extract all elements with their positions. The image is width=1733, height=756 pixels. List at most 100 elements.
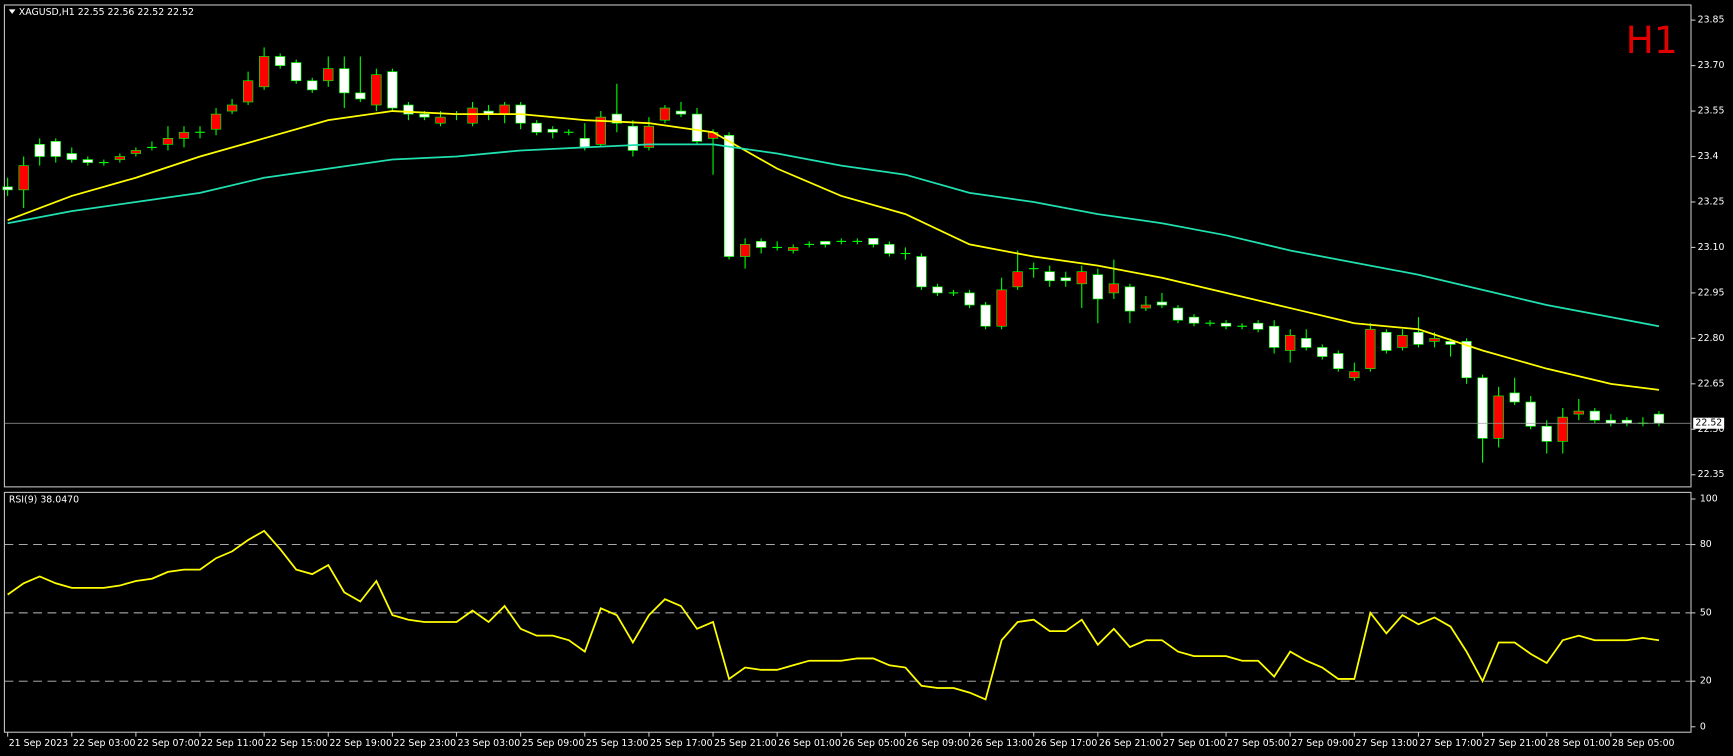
candle-body (755, 241, 767, 248)
rsi-title: RSI(9) 38.0470 (9, 495, 79, 506)
candle-body (1445, 341, 1456, 345)
candle-body (1557, 416, 1568, 442)
candle-body (1349, 371, 1360, 379)
x-tick-label: 28 Sep 01:00 (1548, 738, 1611, 749)
rsi-line (7, 529, 1660, 701)
candle-body (916, 256, 927, 288)
x-tick-label: 26 Sep 17:00 (1035, 738, 1098, 749)
x-tick-label: 22 Sep 07:00 (137, 738, 200, 749)
moving-average (7, 143, 1660, 328)
candle-body (1509, 392, 1520, 403)
x-tick-label: 26 Sep 21:00 (1099, 738, 1162, 749)
y-tick-label: 22.50 (1698, 424, 1725, 435)
candle-body (210, 113, 222, 130)
x-tick-label: 22 Sep 23:00 (394, 738, 457, 749)
candle-body (1605, 419, 1616, 424)
candle-body (1140, 304, 1152, 309)
x-tick-label: 27 Sep 01:00 (1163, 738, 1226, 749)
candle-body (1317, 347, 1328, 357)
candle-body (691, 113, 703, 142)
y-tick-label: 22.65 (1698, 378, 1725, 389)
x-tick-label: 25 Sep 09:00 (522, 738, 585, 749)
candle-body (595, 116, 606, 145)
candle-body (547, 128, 558, 133)
x-tick-label: 27 Sep 17:00 (1420, 738, 1483, 749)
candle-body (130, 150, 142, 154)
candle-body (1621, 419, 1633, 424)
candle-body (723, 134, 735, 257)
candle-body (403, 104, 414, 115)
y-tick-label: 23.4 (1698, 151, 1719, 162)
candle-body (1172, 307, 1184, 321)
candle-body (242, 80, 254, 103)
y-tick-label: 0 (1700, 721, 1706, 732)
candle-body (162, 138, 174, 145)
candle-body (467, 107, 478, 124)
candle-body (1220, 322, 1232, 327)
candle-body (339, 68, 350, 94)
candle-body (275, 56, 286, 66)
candle-body (1541, 425, 1552, 442)
x-tick-label: 27 Sep 13:00 (1355, 738, 1418, 749)
candle-body (1188, 316, 1200, 324)
candle-body (868, 238, 879, 245)
x-tick-label: 22 Sep 03:00 (73, 738, 136, 749)
last-price-label: 22.52 (1695, 418, 1722, 429)
x-tick-label: 25 Sep 13:00 (586, 738, 649, 749)
candle-body (579, 138, 590, 148)
timeframe-label: H1 (1626, 18, 1678, 62)
x-tick-label: 27 Sep 05:00 (1227, 738, 1290, 749)
candle-body (739, 244, 751, 257)
candle-body (1493, 395, 1504, 439)
candle-body (2, 186, 13, 191)
candle-body (1381, 331, 1392, 351)
x-tick-label: 25 Sep 17:00 (650, 738, 713, 749)
y-tick-label: 22.95 (1698, 287, 1725, 298)
candle-body (1108, 283, 1119, 294)
y-tick-label: 80 (1700, 539, 1712, 550)
candle-body (1397, 334, 1408, 348)
candle-body (675, 110, 687, 115)
y-tick-label: 100 (1700, 493, 1718, 504)
candle-body (1653, 413, 1665, 424)
candle-body (1124, 286, 1136, 312)
candle-body (226, 104, 238, 112)
candle-body (1573, 410, 1584, 415)
candle-body (1429, 338, 1440, 342)
candle-body (932, 286, 943, 294)
x-tick-label: 26 Sep 01:00 (778, 738, 841, 749)
rsi-pane (3, 491, 1692, 733)
candle-body (1044, 271, 1055, 282)
candle-body (643, 125, 655, 148)
candle-body (820, 241, 831, 245)
x-tick-label: 28 Sep 05:00 (1612, 738, 1675, 749)
candle-body (50, 141, 61, 157)
candle-body (82, 159, 93, 163)
candle-body (611, 113, 622, 124)
x-tick-label: 26 Sep 09:00 (907, 738, 970, 749)
candle-body (307, 80, 318, 91)
y-tick-label: 23.55 (1698, 106, 1725, 117)
y-tick-label: 23.85 (1698, 15, 1725, 26)
x-tick-label: 23 Sep 03:00 (458, 738, 521, 749)
candle-body (1477, 377, 1488, 439)
candle-body (1461, 341, 1472, 379)
candle-body (114, 156, 125, 160)
candle-body (788, 247, 799, 251)
x-tick-label: 27 Sep 09:00 (1291, 738, 1354, 749)
x-tick-label: 22 Sep 15:00 (265, 738, 328, 749)
candle-body (178, 131, 190, 139)
chart-title: XAGUSD,H1 22.55 22.56 22.52 22.52 (19, 7, 194, 18)
candle-body (291, 62, 302, 82)
candle-body (1060, 277, 1071, 282)
x-tick-label: 22 Sep 11:00 (201, 738, 264, 749)
candle-body (259, 56, 270, 88)
candle-body (980, 304, 991, 327)
candle-body (1012, 271, 1023, 288)
candle-body (387, 71, 398, 109)
candle-body (18, 165, 29, 191)
candle-body (499, 104, 510, 115)
x-tick-label: 22 Sep 19:00 (329, 738, 392, 749)
candle-body (1589, 410, 1600, 421)
